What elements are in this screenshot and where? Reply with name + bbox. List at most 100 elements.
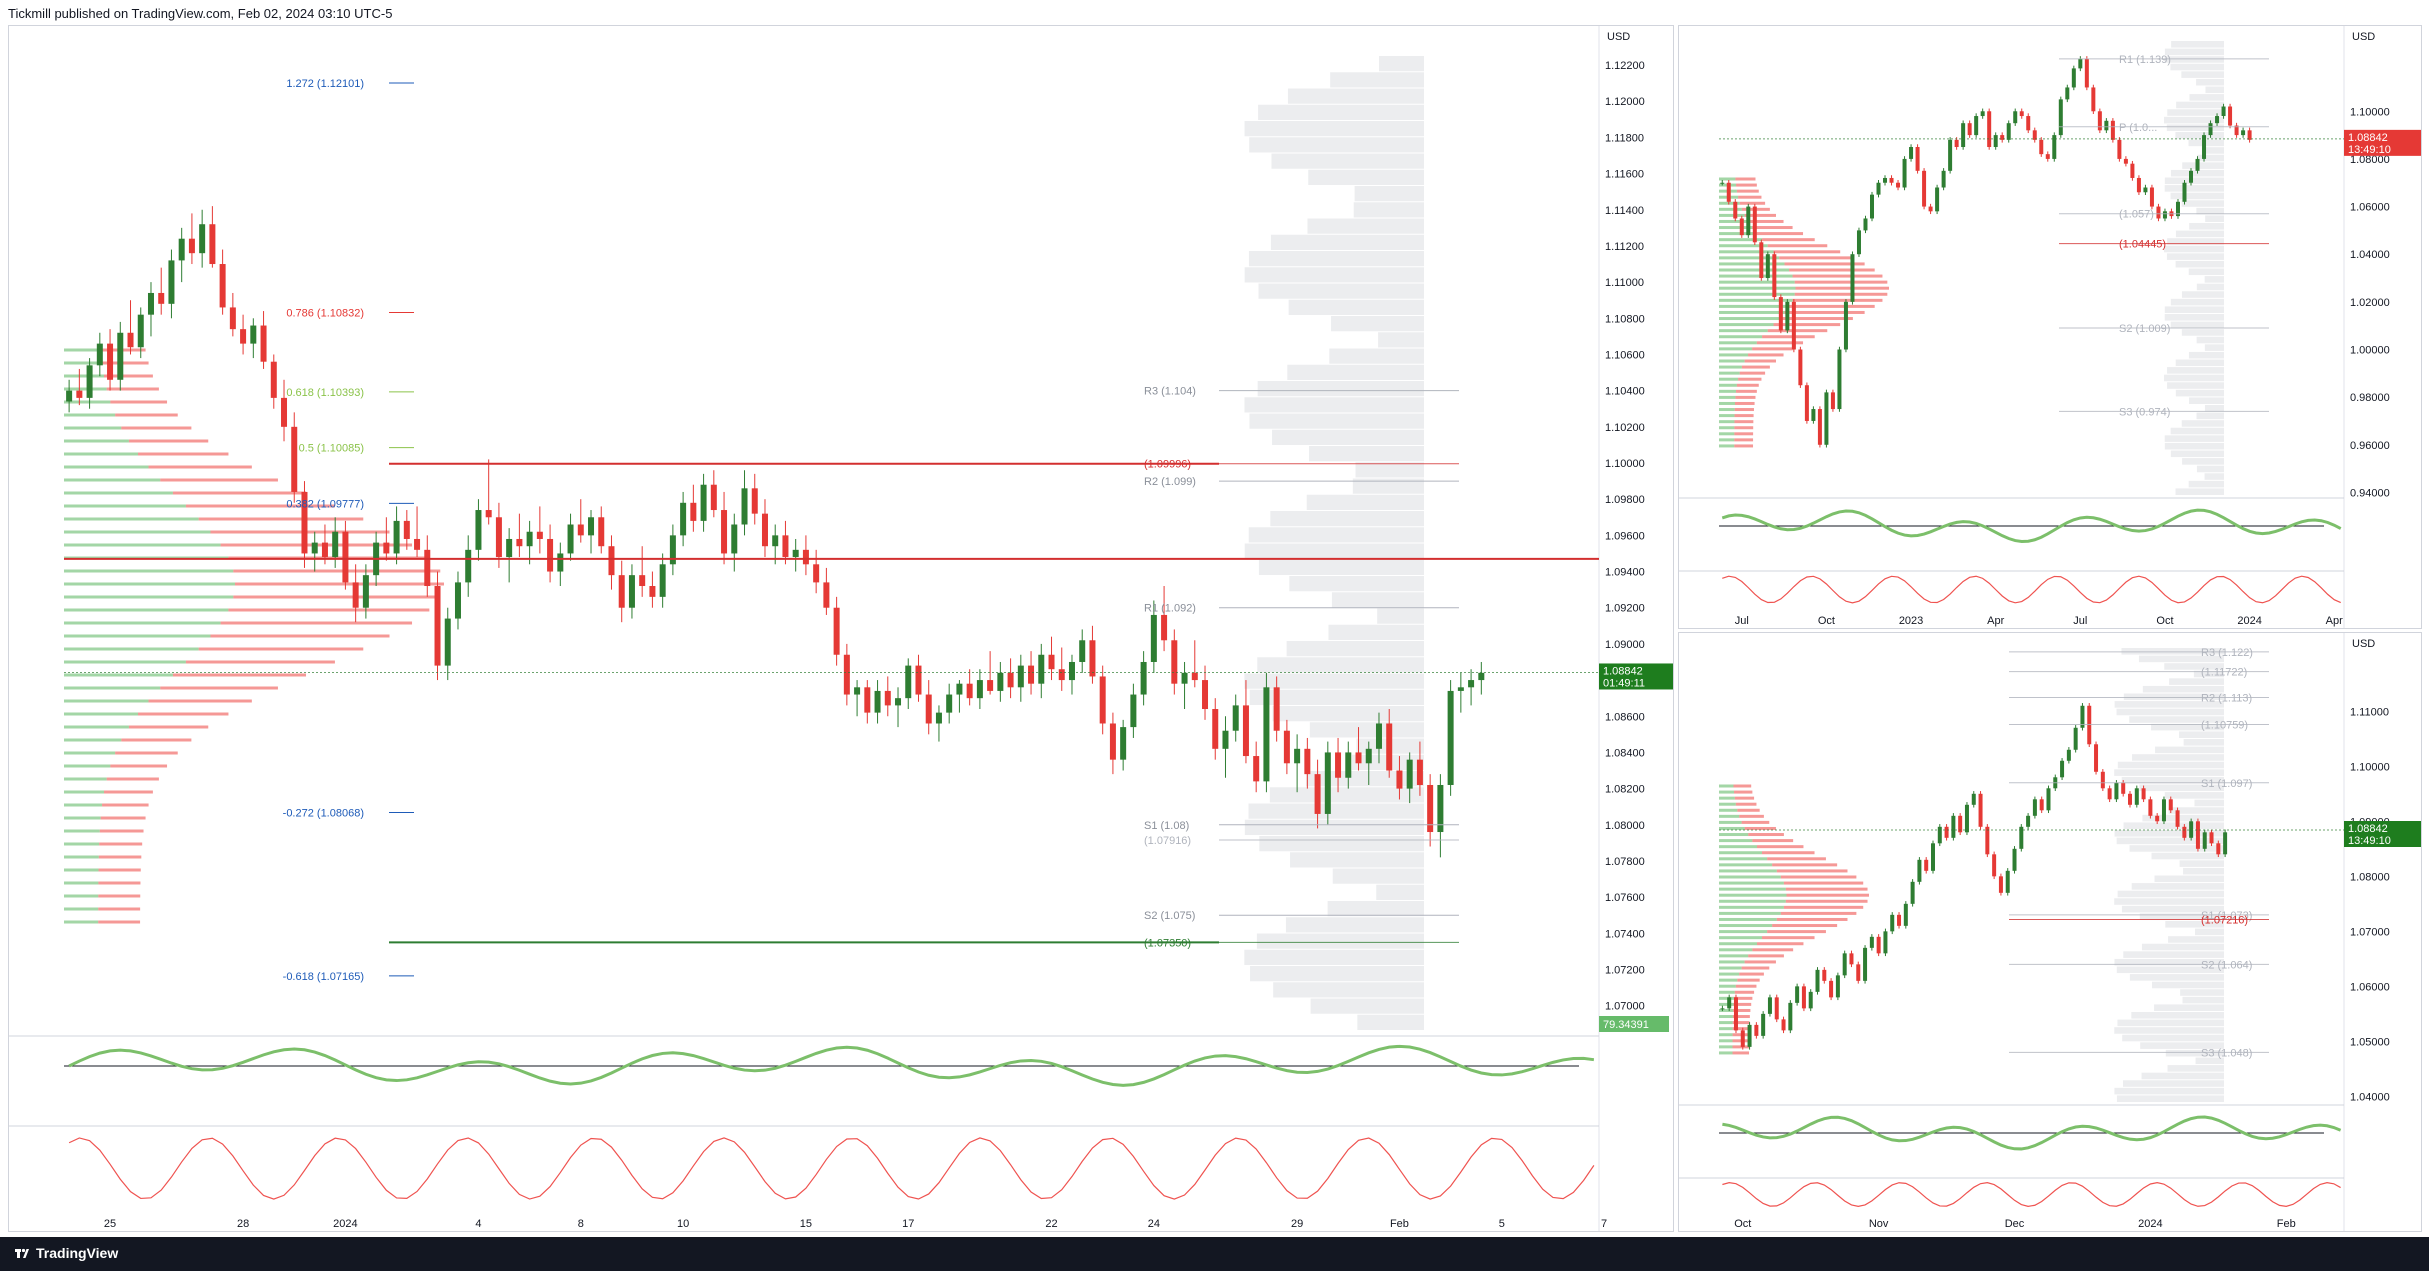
left-volume-profile-bar (1752, 839, 1794, 843)
price-tick-label: 1.05000 (2350, 1036, 2390, 1048)
candle-body (721, 510, 728, 554)
volume-profile-bar (1259, 836, 1424, 852)
left-volume-profile-bar (64, 452, 139, 456)
candle-body (1726, 182, 1731, 202)
volume-profile-bar (2171, 41, 2224, 48)
left-volume-profile-bar (1719, 972, 1740, 976)
candle-body (1733, 201, 1738, 219)
candle-body (874, 690, 881, 713)
left-volume-profile-bar (1719, 905, 1784, 909)
volume-profile-bar (2132, 754, 2224, 761)
left-volume-profile-bar (1736, 383, 1759, 387)
volume-profile-bar (2116, 966, 2224, 974)
price-tick-label: 1.08000 (1605, 820, 1645, 832)
candle-body (1924, 859, 1929, 871)
left-volume-profile-bar (1734, 444, 1754, 448)
volume-profile-bar (1249, 137, 1424, 153)
daily-chart-svg[interactable]: USD1.110001.100001.090001.080001.070001.… (1679, 633, 2421, 1231)
candle-body (1457, 687, 1464, 691)
candle-body (1759, 242, 1764, 279)
volume-profile-bar (2181, 71, 2224, 78)
left-volume-profile-bar (1719, 917, 1777, 921)
left-volume-profile-bar (1719, 948, 1753, 952)
volume-profile-bar (2175, 359, 2224, 367)
left-volume-profile-bar (1719, 201, 1740, 205)
volume-profile-bar (1305, 771, 1424, 787)
volume-profile-bar (2175, 488, 2224, 495)
candle-body (915, 665, 922, 695)
candle-body (669, 535, 676, 565)
candle-body (854, 687, 861, 695)
left-volume-profile-bar (1757, 942, 1804, 946)
volume-profile-bar (2170, 427, 2224, 435)
time-tick-label: Nov (1869, 1218, 1889, 1230)
left-volume-profile-bar (1761, 936, 1815, 940)
candle-body (2189, 170, 2194, 183)
volume-profile-bar (2114, 830, 2224, 837)
candle-body (884, 690, 891, 706)
price-tick-label: 1.00000 (2350, 344, 2390, 356)
candle-body (2032, 130, 2037, 140)
time-tick-label: Apr (1987, 615, 2004, 627)
time-tick-label: 2024 (2237, 615, 2261, 627)
left-volume-profile-bar (1719, 438, 1735, 442)
left-volume-profile-bar (1734, 996, 1753, 1000)
left-volume-profile-bar (198, 647, 364, 651)
left-volume-profile-bar (1735, 177, 1756, 181)
candle-body (1212, 709, 1219, 749)
left-volume-profile-bar (1719, 978, 1738, 982)
left-volume-profile-bar (64, 855, 99, 859)
left-volume-profile-bar (64, 465, 149, 469)
left-volume-profile-bar (160, 478, 278, 482)
volume-profile-bar (2167, 1065, 2224, 1072)
last-price-value: 1.08842 (1603, 665, 1643, 677)
left-volume-profile-bar (1719, 990, 1735, 994)
volume-profile-bar (1270, 511, 1424, 527)
left-volume-profile-bar (64, 868, 99, 872)
volume-profile-bar (1273, 982, 1424, 998)
volume-profile-bar (2182, 996, 2224, 1004)
time-tick-label: Feb (2277, 1218, 2296, 1230)
volume-profile-bar (2151, 723, 2224, 731)
volume-profile-bar (2175, 230, 2224, 238)
candle-body (2168, 799, 2173, 811)
candle-body (1746, 206, 1751, 236)
candle-body (506, 538, 513, 558)
volume-profile-bar (2204, 473, 2224, 480)
volume-profile-bar (2195, 1057, 2224, 1065)
volume-profile-bar (1271, 153, 1424, 169)
volume-profile-bar (1272, 706, 1424, 722)
volume-profile-bar (1376, 884, 1424, 900)
left-volume-profile-bar (1786, 893, 1869, 897)
main-chart-panel[interactable]: USD 1.12200 1.12000 1.11800 1.11600 1.11400 1.… (8, 25, 1674, 1232)
volume-profile-bar (2116, 837, 2224, 845)
price-tick-label: 1.11000 (2350, 706, 2389, 718)
main-chart-svg[interactable]: USD 1.12200 1.12000 1.11800 1.11600 1.11400 1.… (9, 26, 1673, 1231)
footer-bar: TradingView (0, 1237, 2429, 1271)
candle-body (976, 680, 983, 699)
left-volume-profile-bar (64, 712, 139, 716)
candle-body (1720, 1008, 1725, 1010)
left-volume-profile-bar (233, 569, 441, 573)
left-volume-profile-bar (1719, 444, 1735, 448)
candle-body (2228, 106, 2233, 126)
level-label: S3 (1.048) (2201, 1047, 2252, 1059)
candle-body (270, 361, 277, 398)
volume-profile-bar (2138, 655, 2224, 663)
volume-profile-bar (2197, 154, 2224, 162)
volume-profile-bar (2204, 405, 2224, 412)
last-price-value: 1.08842 (2348, 823, 2388, 835)
volume-profile-bar (2164, 116, 2224, 124)
left-volume-profile-bar (1752, 948, 1794, 952)
weekly-chart-svg[interactable]: USD 1.10000 1.08000 1.06000 1.04000 1.02000 1.… (1679, 26, 2421, 628)
candle-body (1902, 158, 1907, 188)
left-volume-profile-bar (1719, 341, 1757, 345)
volume-profile-bar (2123, 693, 2224, 701)
volume-profile-bar (2204, 147, 2224, 154)
weekly-chart-panel[interactable]: USD 1.10000 1.08000 1.06000 1.04000 1.02000 1.… (1678, 25, 2422, 629)
candle-body (1837, 349, 1842, 410)
daily-chart-panel[interactable]: USD1.110001.100001.090001.080001.070001.… (1678, 632, 2422, 1232)
candle-body (2175, 810, 2180, 827)
candle-body (1824, 392, 1829, 445)
left-volume-profile-bar (1719, 942, 1758, 946)
